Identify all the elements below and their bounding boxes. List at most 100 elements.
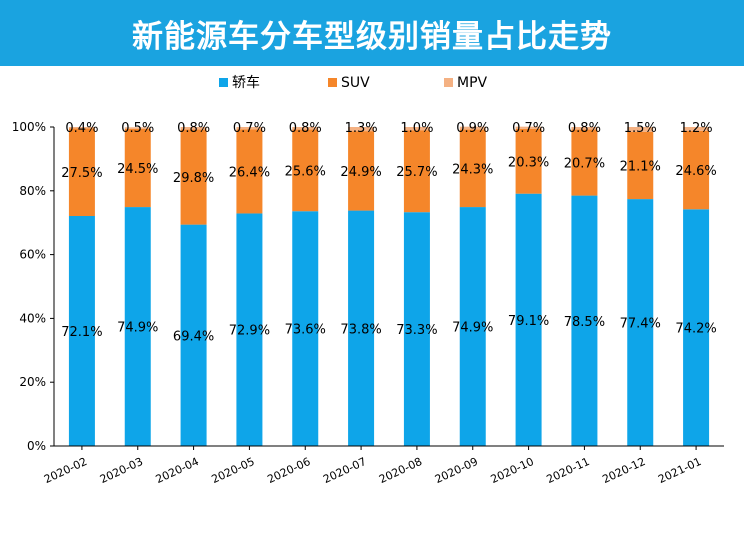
data-label-SUV-2020-08: 25.7% (396, 165, 437, 180)
title-bar: 新能源车分车型级别销量占比走势 (0, 0, 744, 66)
bar-轿车-2020-09 (459, 207, 486, 446)
bar-轿车-2020-04 (180, 224, 207, 446)
bar-轿车-2020-10 (515, 193, 542, 446)
bar-SUV-2020-08 (403, 130, 430, 213)
data-label-MPV-2020-08: 1.0% (400, 121, 433, 136)
bar-SUV-2020-04 (180, 129, 207, 225)
data-label-MPV-2020-10: 0.7% (512, 121, 545, 136)
bar-SUV-2020-11 (571, 129, 598, 196)
data-label-MPV-2020-04: 0.8% (177, 121, 210, 136)
legend-label-1: SUV (341, 75, 370, 91)
bar-轿车-2020-06 (292, 211, 319, 446)
bar-SUV-2020-06 (292, 129, 319, 212)
bar-SUV-2020-09 (459, 129, 486, 208)
data-label-轿车-2020-07: 73.8% (340, 322, 381, 337)
bar-轿车-2020-07 (348, 210, 375, 446)
y-tick-label-3: 60% (19, 248, 46, 262)
bar-轿车-2020-02 (68, 216, 95, 446)
data-label-SUV-2020-02: 27.5% (61, 166, 102, 181)
bar-SUV-2020-12 (627, 131, 654, 200)
chart-title: 新能源车分车型级别销量占比走势 (132, 18, 612, 55)
data-label-MPV-2020-05: 0.7% (233, 121, 266, 136)
y-tick-label-2: 40% (19, 311, 46, 325)
legend: 轿车 SUV MPV (219, 74, 488, 91)
data-label-MPV-2021-01: 1.2% (680, 121, 713, 136)
bar-轿车-2020-11 (571, 195, 598, 446)
data-label-轿车-2020-08: 73.3% (396, 323, 437, 338)
bar-轿车-2021-01 (683, 209, 710, 446)
data-label-SUV-2020-09: 24.3% (452, 162, 493, 177)
y-tick-label-0: 0% (27, 439, 46, 453)
data-label-MPV-2020-09: 0.9% (456, 121, 489, 136)
y-tick-label-5: 100% (12, 120, 46, 134)
y-tick-label-1: 20% (19, 375, 46, 389)
x-tick-label-3: 2020-05 (210, 455, 257, 486)
data-label-SUV-2021-01: 24.6% (675, 164, 716, 179)
bar-MPV-2020-10 (515, 126, 542, 129)
y-tick-label-4: 80% (19, 184, 46, 198)
legend-swatch-0 (219, 78, 228, 87)
bar-MPV-2020-11 (571, 127, 598, 130)
data-label-MPV-2020-06: 0.8% (289, 121, 322, 136)
bar-MPV-2021-01 (683, 127, 710, 131)
data-label-MPV-2020-07: 1.3% (345, 121, 378, 136)
bar-MPV-2020-12 (627, 127, 654, 132)
bar-SUV-2021-01 (683, 130, 710, 210)
legend-label-0: 轿车 (232, 74, 260, 91)
data-label-轿车-2020-02: 72.1% (61, 325, 102, 340)
x-tick-label-8: 2020-10 (489, 455, 536, 486)
data-label-SUV-2020-10: 20.3% (508, 155, 549, 170)
bar-MPV-2020-02 (68, 127, 95, 129)
x-tick-label-0: 2020-02 (42, 455, 89, 486)
bar-MPV-2020-03 (124, 127, 151, 129)
data-labels: 72.1% 27.5% 0.4% 74.9% 24.5% 0.5% 69.4% 29.8% 0.… (61, 121, 716, 344)
bar-SUV-2020-03 (124, 128, 151, 208)
data-label-轿车-2020-09: 74.9% (452, 321, 493, 336)
bar-轿车-2020-08 (403, 212, 430, 446)
bar-MPV-2020-07 (348, 127, 375, 132)
data-label-SUV-2020-12: 21.1% (620, 159, 661, 174)
bar-MPV-2020-05 (236, 127, 263, 130)
bar-MPV-2020-06 (292, 127, 319, 130)
x-tick-label-2: 2020-04 (154, 455, 201, 486)
data-label-轿车-2020-11: 78.5% (564, 315, 605, 330)
data-label-轿车-2020-04: 69.4% (173, 329, 214, 344)
x-tick-label-5: 2020-07 (321, 455, 368, 486)
data-label-轿车-2020-05: 72.9% (229, 324, 270, 339)
bar-MPV-2020-04 (180, 127, 207, 130)
bar-轿车-2020-12 (627, 199, 654, 446)
data-label-SUV-2020-07: 24.9% (340, 165, 381, 180)
bar-SUV-2020-02 (68, 128, 95, 217)
bar-SUV-2020-05 (236, 129, 263, 214)
x-tick-label-1: 2020-03 (98, 455, 145, 486)
data-label-SUV-2020-06: 25.6% (285, 164, 326, 179)
data-label-轿车-2020-12: 77.4% (620, 317, 661, 332)
x-tick-label-10: 2020-12 (600, 455, 647, 486)
data-label-MPV-2020-11: 0.8% (568, 121, 601, 136)
x-tick-label-4: 2020-06 (265, 455, 312, 486)
bar-MPV-2020-08 (403, 127, 430, 131)
x-tick-label-9: 2020-11 (545, 455, 592, 486)
data-label-轿车-2020-10: 79.1% (508, 314, 549, 329)
bar-轿车-2020-05 (236, 213, 263, 446)
data-label-MPV-2020-02: 0.4% (65, 121, 98, 136)
legend-label-2: MPV (457, 75, 488, 91)
data-label-SUV-2020-03: 24.5% (117, 162, 158, 177)
bar-SUV-2020-07 (348, 131, 375, 211)
data-label-SUV-2020-11: 20.7% (564, 157, 605, 172)
data-label-轿车-2020-06: 73.6% (285, 323, 326, 338)
bar-MPV-2020-09 (459, 126, 486, 130)
data-label-MPV-2020-03: 0.5% (121, 121, 154, 136)
bar-轿车-2020-03 (124, 207, 151, 446)
bars (68, 126, 710, 446)
x-tick-label-7: 2020-09 (433, 455, 480, 486)
x-tick-label-6: 2020-08 (377, 455, 424, 486)
data-label-轿车-2021-01: 74.2% (675, 322, 716, 337)
data-label-MPV-2020-12: 1.5% (624, 121, 657, 136)
data-label-轿车-2020-03: 74.9% (117, 321, 158, 336)
data-label-SUV-2020-04: 29.8% (173, 171, 214, 186)
legend-swatch-2 (444, 78, 453, 87)
legend-swatch-1 (328, 78, 337, 87)
bar-SUV-2020-10 (515, 128, 542, 194)
data-label-SUV-2020-05: 26.4% (229, 165, 270, 180)
